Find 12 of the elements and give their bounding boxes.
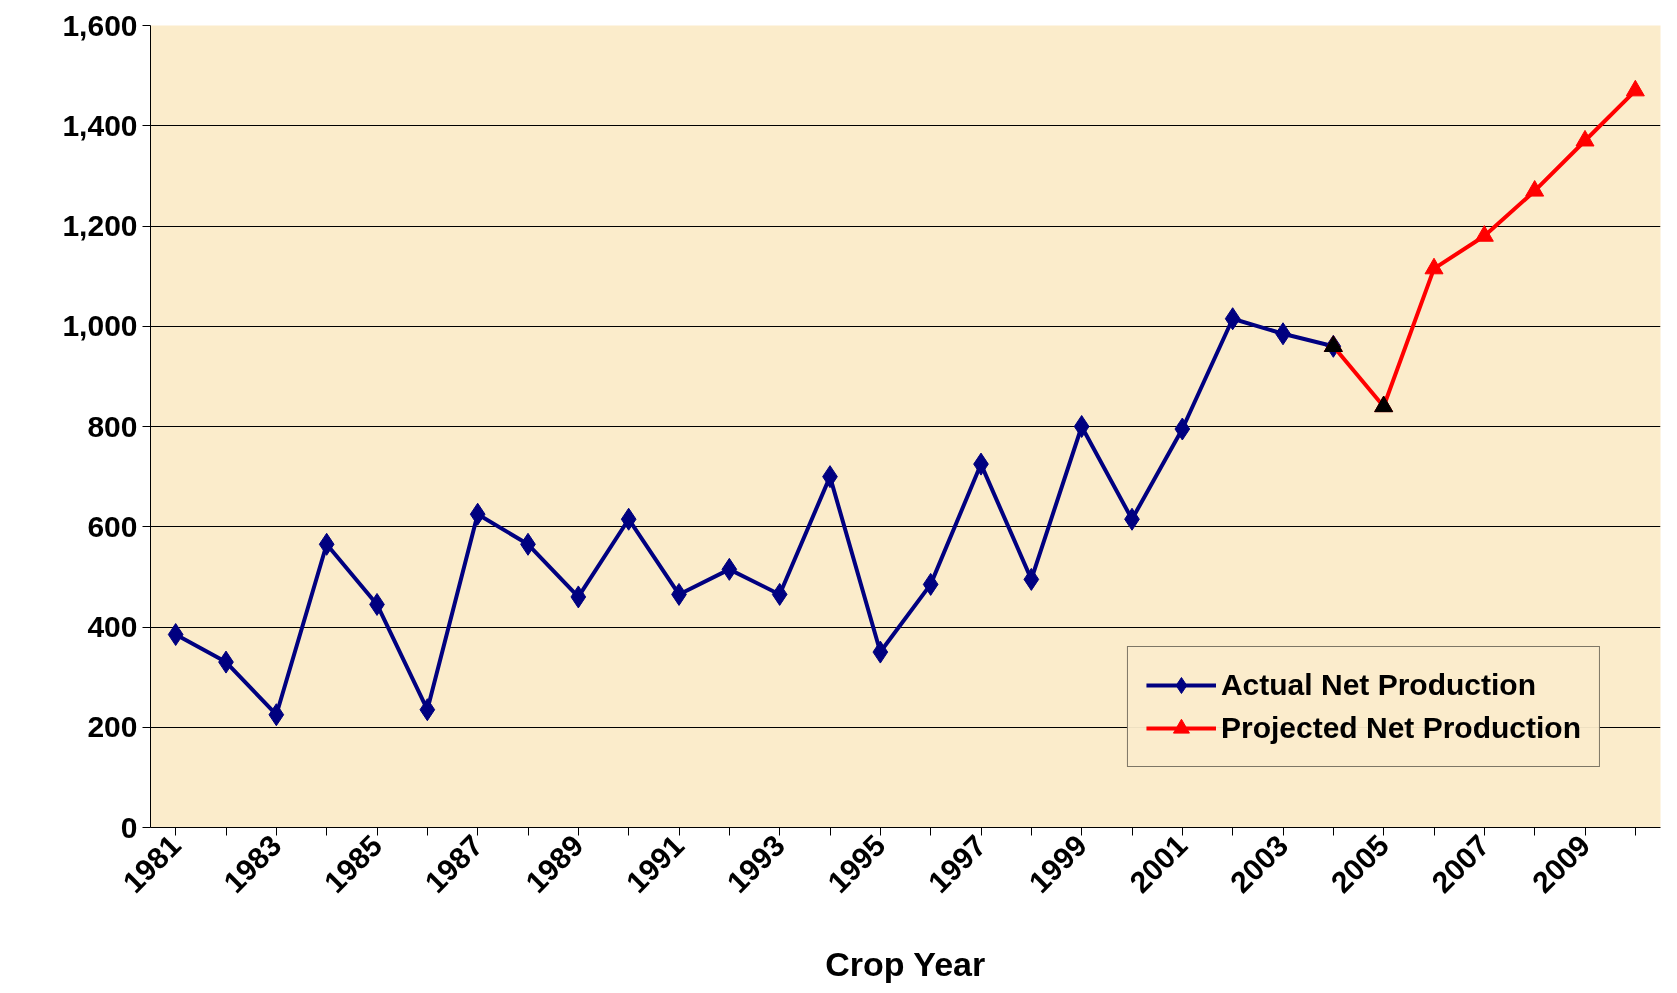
y-tick-label: 600	[87, 509, 138, 543]
y-tick-label: 200	[87, 710, 138, 744]
y-tick-label: 1,400	[62, 108, 138, 142]
y-tick-label: 1,600	[62, 8, 138, 42]
y-tick-label: 1,000	[62, 309, 138, 343]
x-axis-title: Crop Year	[825, 944, 986, 983]
y-tick-label: 0	[120, 810, 138, 844]
y-tick-label: 800	[87, 409, 138, 443]
y-tick-label: 1,200	[62, 209, 138, 242]
legend-label: Actual Net Production	[1220, 668, 1536, 702]
y-tick-label: 400	[87, 610, 138, 643]
legend-label: Projected Net Production	[1220, 711, 1581, 745]
